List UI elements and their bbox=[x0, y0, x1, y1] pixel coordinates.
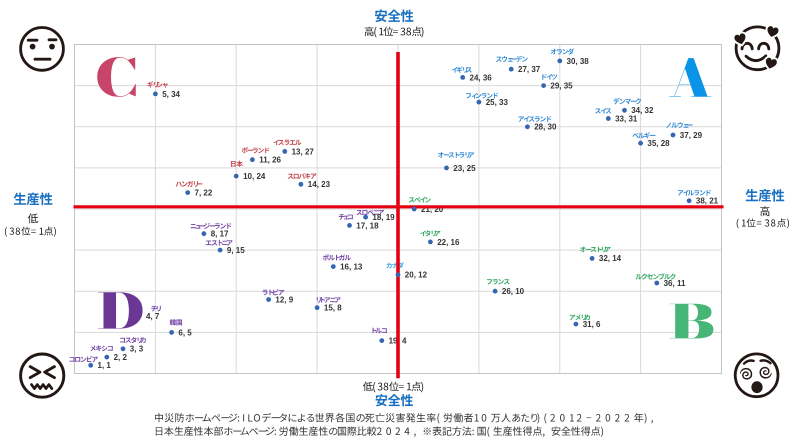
svg-text:28, 30: 28, 30 bbox=[534, 123, 557, 132]
svg-text:27, 37: 27, 37 bbox=[518, 65, 541, 74]
svg-text:7, 22: 7, 22 bbox=[195, 189, 213, 198]
svg-text:23, 25: 23, 25 bbox=[453, 164, 476, 173]
svg-text:13, 27: 13, 27 bbox=[292, 147, 315, 156]
svg-text:2, 2: 2, 2 bbox=[114, 353, 128, 362]
svg-text:33, 31: 33, 31 bbox=[615, 114, 638, 123]
svg-text:29, 35: 29, 35 bbox=[550, 82, 573, 91]
svg-text:14, 23: 14, 23 bbox=[308, 180, 331, 189]
svg-text:6, 5: 6, 5 bbox=[178, 328, 192, 337]
svg-text:9, 15: 9, 15 bbox=[227, 246, 245, 255]
svg-text:5, 34: 5, 34 bbox=[162, 90, 180, 99]
svg-text:18, 19: 18, 19 bbox=[372, 213, 395, 222]
svg-text:8, 17: 8, 17 bbox=[211, 230, 229, 239]
svg-text:25, 33: 25, 33 bbox=[486, 98, 509, 107]
svg-text:22, 16: 22, 16 bbox=[437, 238, 460, 247]
svg-text:16, 13: 16, 13 bbox=[340, 263, 363, 272]
svg-text:15, 8: 15, 8 bbox=[324, 304, 342, 313]
svg-text:10, 24: 10, 24 bbox=[243, 172, 266, 181]
svg-text:32, 14: 32, 14 bbox=[599, 254, 622, 263]
svg-text:12, 9: 12, 9 bbox=[275, 295, 293, 304]
svg-text:35, 28: 35, 28 bbox=[647, 139, 670, 148]
svg-text:17, 18: 17, 18 bbox=[356, 221, 379, 230]
svg-text:1, 1: 1, 1 bbox=[98, 361, 112, 370]
svg-text:21, 20: 21, 20 bbox=[421, 205, 444, 214]
svg-text:30, 38: 30, 38 bbox=[567, 57, 590, 66]
svg-text:31, 6: 31, 6 bbox=[583, 320, 601, 329]
svg-text:4, 7: 4, 7 bbox=[146, 312, 160, 321]
svg-text:11, 26: 11, 26 bbox=[259, 156, 281, 165]
svg-text:38, 21: 38, 21 bbox=[696, 197, 719, 206]
svg-text:34, 32: 34, 32 bbox=[631, 106, 654, 115]
svg-text:3, 3: 3, 3 bbox=[130, 345, 144, 354]
svg-text:26, 10: 26, 10 bbox=[502, 287, 525, 296]
svg-text:24, 36: 24, 36 bbox=[470, 73, 493, 82]
svg-text:36, 11: 36, 11 bbox=[664, 279, 686, 288]
svg-text:20, 12: 20, 12 bbox=[405, 271, 428, 280]
svg-text:37, 29: 37, 29 bbox=[680, 131, 703, 140]
